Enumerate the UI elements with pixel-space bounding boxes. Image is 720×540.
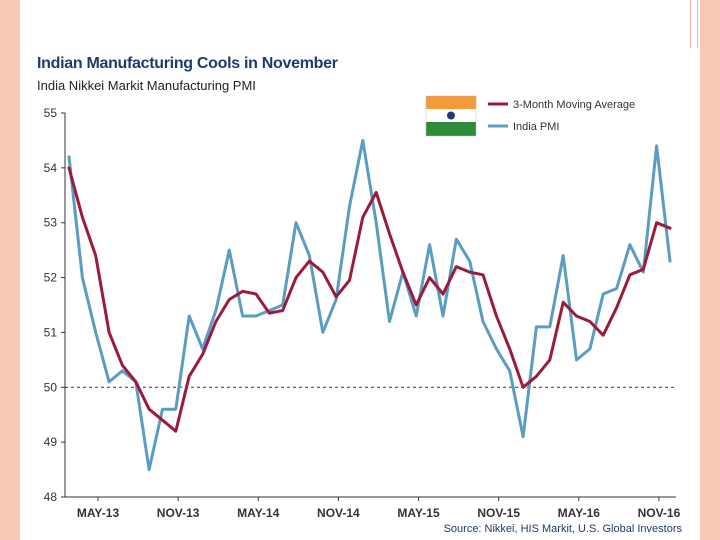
- slide-border-accent: [690, 0, 698, 48]
- y-tick-label: 54: [44, 161, 58, 175]
- x-tick-label: MAY-16: [558, 506, 601, 520]
- series-line-india-pmi: [67, 138, 672, 472]
- x-tick-label: NOV-16: [638, 506, 681, 520]
- y-tick-label: 52: [44, 271, 58, 285]
- y-tick-label: 55: [44, 106, 58, 120]
- y-axis-ticks: 48 49 50 51 52 53 54 55: [44, 106, 65, 504]
- slide-border-left: [0, 0, 20, 540]
- y-tick-label: 48: [44, 490, 58, 504]
- source-note: Source: Nikkei, HIS Markit, U.S. Global …: [443, 523, 682, 535]
- chart-subtitle: India Nikkei Markit Manufacturing PMI: [37, 78, 256, 93]
- x-tick-label: NOV-15: [477, 506, 520, 520]
- legend-label-india-pmi: India PMI: [513, 121, 559, 133]
- x-tick-label: MAY-14: [237, 506, 280, 520]
- series-layer: [67, 138, 672, 472]
- y-tick-label: 50: [44, 380, 58, 394]
- x-tick-label: NOV-14: [317, 506, 360, 520]
- x-tick-label: MAY-15: [397, 506, 440, 520]
- y-tick-label: 53: [44, 216, 58, 230]
- india-flag-icon: [425, 95, 477, 137]
- x-axis-ticks: MAY-13 NOV-13 MAY-14 NOV-14 MAY-15 NOV-15 MAY-…: [77, 497, 681, 520]
- legend-label-moving-average: 3-Month Moving Average: [513, 99, 635, 111]
- slide-border-right: [700, 0, 720, 540]
- y-tick-label: 51: [44, 325, 58, 339]
- legend: 3-Month Moving Average India PMI: [425, 95, 635, 137]
- series-line-moving-average: [67, 166, 672, 433]
- y-tick-label: 49: [44, 435, 58, 449]
- x-tick-label: MAY-13: [77, 506, 120, 520]
- chart-title: Indian Manufacturing Cools in November: [37, 55, 338, 72]
- x-tick-label: NOV-13: [157, 506, 200, 520]
